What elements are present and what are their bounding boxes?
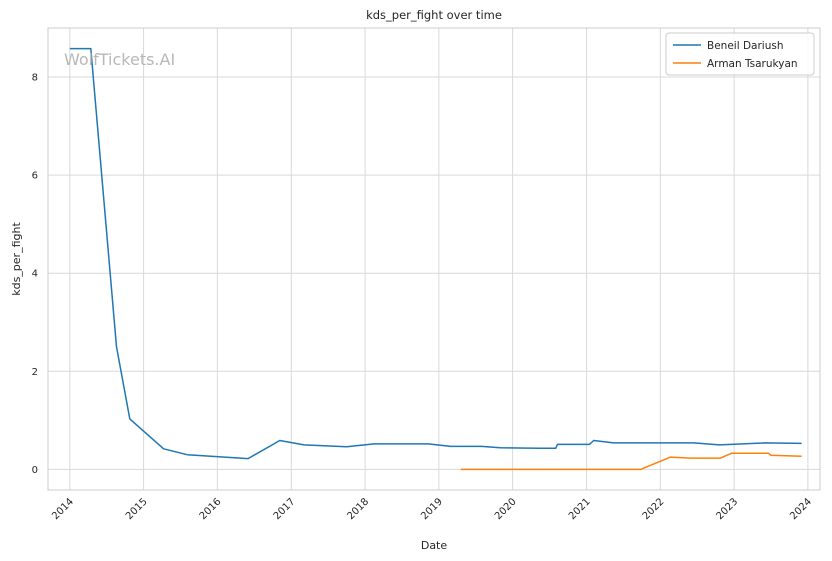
grid-lines [48, 28, 820, 490]
x-tick-label: 2016 [198, 496, 224, 522]
series-lines [69, 47, 802, 471]
x-tick-label: 2023 [714, 496, 740, 522]
y-tick-label: 0 [32, 465, 38, 476]
x-tick-label: 2022 [641, 496, 667, 522]
x-tick-label: 2024 [788, 496, 814, 522]
x-tick-label: 2015 [124, 496, 150, 522]
x-tick-label: 2021 [567, 496, 593, 522]
x-tick-label: 2018 [345, 496, 371, 522]
y-tick-label: 4 [32, 269, 38, 280]
y-tick-label: 2 [32, 367, 38, 378]
x-tick-label: 2019 [419, 496, 445, 522]
series-line-arman-tsarukyan [460, 452, 802, 471]
y-axis-label: kds_per_fight [10, 222, 23, 296]
tick-labels: 2014 2015 2016 2017 2018 2019 2020 2021 2022 2023… [32, 73, 814, 523]
watermark-text: WolfTickets.AI [64, 50, 175, 69]
plot-frame [47, 27, 821, 491]
legend-label: Beneil Dariush [707, 40, 783, 52]
chart-title: kds_per_fight over time [366, 8, 502, 22]
legend: Beneil Dariush Arman Tsarukyan [665, 32, 815, 76]
x-tick-label: 2014 [50, 496, 76, 522]
legend-label: Arman Tsarukyan [707, 58, 798, 70]
series-line-beneil-dariush [69, 47, 802, 460]
x-axis-label: Date [421, 539, 448, 552]
y-tick-label: 6 [32, 171, 38, 182]
x-tick-label: 2020 [493, 496, 519, 522]
x-tick-label: 2017 [272, 496, 298, 522]
y-tick-label: 8 [32, 73, 38, 84]
legend-box [665, 32, 815, 76]
